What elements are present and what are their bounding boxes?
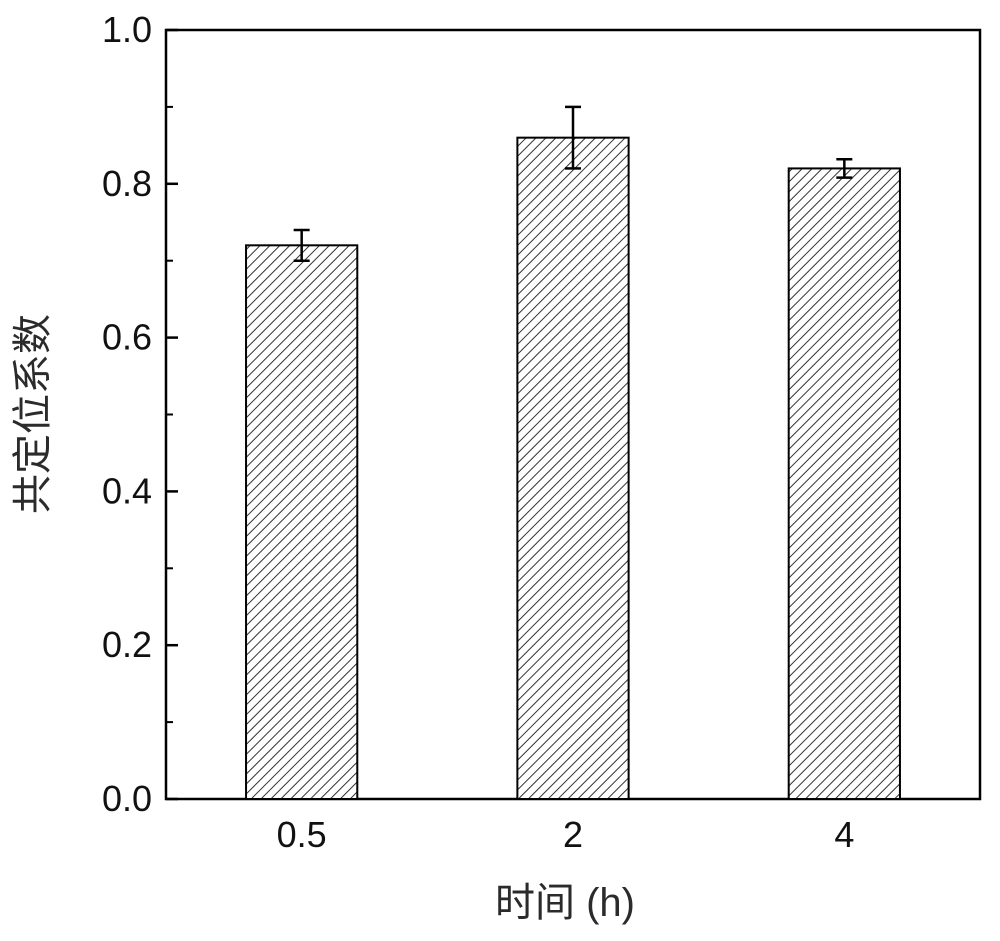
y-tick-label: 0.6 bbox=[102, 317, 152, 358]
error-bar-0.5 bbox=[293, 228, 310, 262]
y-tick-label: 0.0 bbox=[102, 778, 152, 819]
y-tick-label: 0.4 bbox=[102, 470, 152, 511]
x-axis-title: 时间 (h) bbox=[495, 881, 635, 925]
y-tick-label: 0.2 bbox=[102, 624, 152, 665]
y-tick-label: 1.0 bbox=[102, 9, 152, 50]
error-bar-4 bbox=[836, 157, 853, 179]
x-tick-label: 4 bbox=[834, 814, 854, 855]
x-tick-label: 0.5 bbox=[277, 814, 327, 855]
y-axis-title: 共定位系数 bbox=[11, 314, 55, 514]
error-bar-series bbox=[293, 105, 853, 262]
bar-2 bbox=[516, 136, 630, 801]
y-axis: 0.0 0.2 0.4 0.6 0.8 1.0 bbox=[102, 9, 178, 819]
x-tick-label: 2 bbox=[563, 814, 583, 855]
bar-4 bbox=[787, 167, 901, 801]
error-bar-2 bbox=[565, 105, 581, 170]
bar-0.5 bbox=[245, 244, 359, 800]
y-tick-label: 0.8 bbox=[102, 163, 152, 204]
bar-series bbox=[245, 136, 901, 801]
